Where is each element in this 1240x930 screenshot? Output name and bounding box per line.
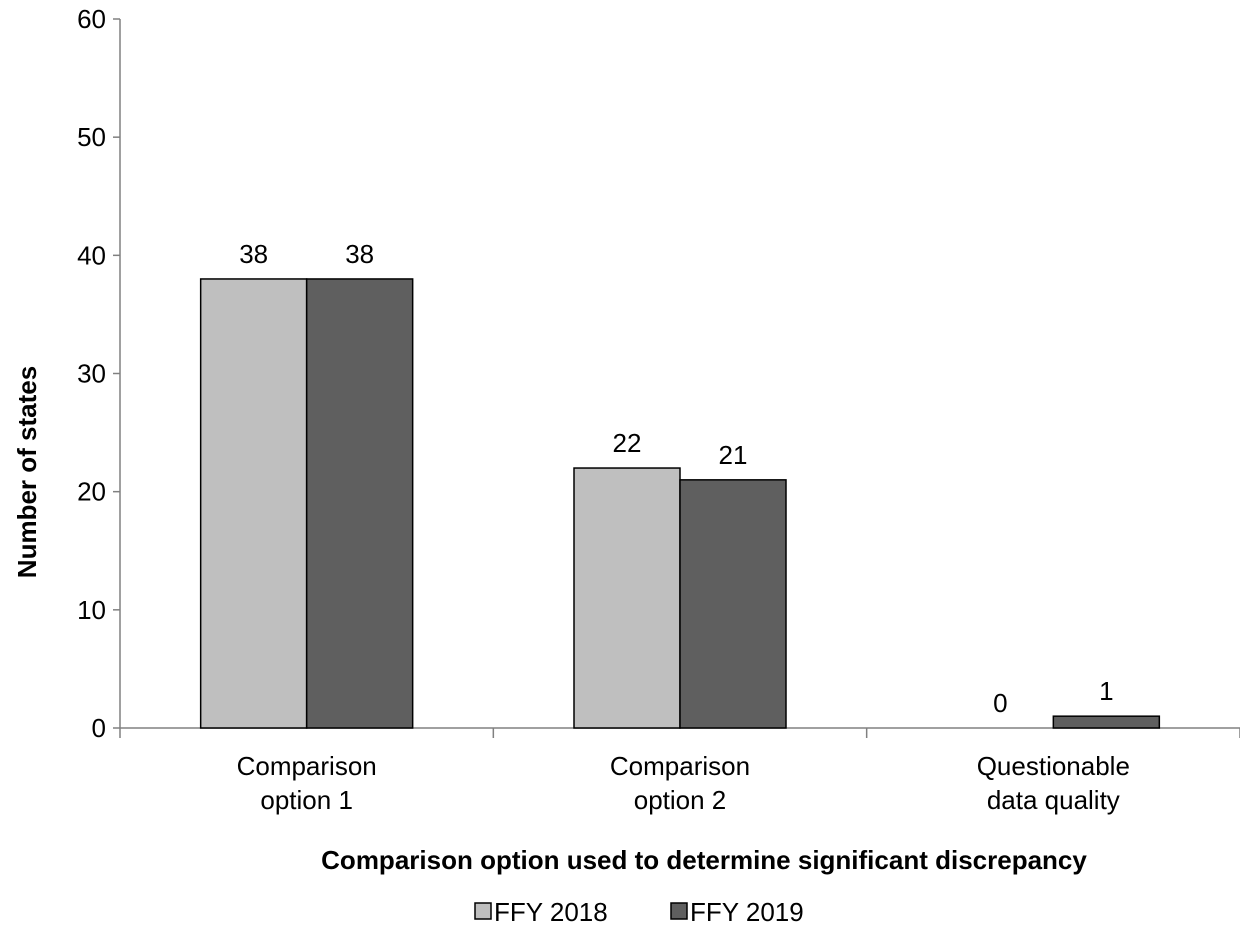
bar [679,479,787,729]
data-label: 38 [345,239,374,269]
bar [573,467,681,729]
y-axis: 0 10 20 30 40 50 60 [77,4,121,743]
data-label: 38 [239,239,268,269]
legend: FFY 2018 FFY 2019 [474,897,804,927]
data-label: 21 [719,440,748,470]
data-label: 1 [1099,676,1113,706]
legend-label: FFY 2018 [494,897,608,927]
category-label: Comparison [610,751,750,781]
data-labels: 38 38 22 21 0 1 [239,239,1113,718]
y-tick-label: 60 [77,4,106,34]
x-axis-title: Comparison option used to determine sign… [321,845,1087,875]
category-label: Comparison [237,751,377,781]
category-labels: Comparison option 1 Comparison option 2 Ques… [237,751,1130,815]
category-label: option 1 [260,785,353,815]
y-axis-title: Number of states [12,366,42,578]
legend-label: FFY 2019 [690,897,804,927]
legend-swatch [474,902,492,920]
y-tick-label: 10 [77,595,106,625]
bar [199,278,308,729]
y-tick-label: 30 [77,359,106,389]
category-label: data quality [987,785,1120,815]
category-label: Questionable [977,751,1130,781]
y-tick-label: 20 [77,477,106,507]
legend-swatch [670,902,688,920]
bar [305,278,414,729]
x-axis [119,727,1240,738]
y-tick-label: 50 [77,122,106,152]
bars [199,278,1161,729]
y-tick-label: 40 [77,240,106,270]
y-tick-label: 0 [92,713,106,743]
category-label: option 2 [634,785,727,815]
data-label: 22 [613,428,642,458]
data-label: 0 [993,688,1007,718]
bar [1052,715,1161,729]
